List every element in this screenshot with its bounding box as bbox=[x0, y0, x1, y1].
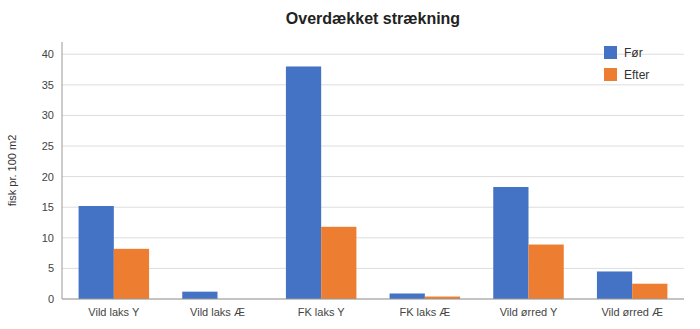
chart: Overdækket strækning fisk pr. 100 m2 0 5 10 1… bbox=[0, 0, 700, 329]
chart-container: Overdækket strækning fisk pr. 100 m2 0 5 10 1… bbox=[0, 0, 700, 329]
bar bbox=[390, 293, 425, 299]
legend-label: Før bbox=[624, 46, 643, 60]
grid-line bbox=[62, 268, 684, 269]
legend-swatch bbox=[604, 46, 617, 59]
legend-swatch bbox=[604, 68, 617, 81]
grid-line bbox=[62, 146, 684, 147]
x-tick-label: FK laks Æ bbox=[399, 306, 450, 318]
y-tick-label: 10 bbox=[42, 232, 54, 244]
legend-label: Efter bbox=[624, 68, 649, 82]
y-tick-label: 20 bbox=[42, 171, 54, 183]
bar bbox=[632, 284, 667, 299]
y-tick-label: 0 bbox=[48, 293, 54, 305]
bar bbox=[182, 292, 217, 299]
legend: Før Efter bbox=[604, 46, 649, 82]
grid-line bbox=[62, 54, 684, 55]
y-tick-label: 30 bbox=[42, 109, 54, 121]
grid-line bbox=[62, 207, 684, 208]
x-tick-label: Vild laks Y bbox=[88, 306, 140, 318]
y-tick-label: 25 bbox=[42, 140, 54, 152]
bar bbox=[493, 187, 528, 299]
y-tick-label: 5 bbox=[48, 262, 54, 274]
bar bbox=[529, 245, 564, 299]
grid-line bbox=[62, 299, 684, 300]
grid-line bbox=[62, 84, 684, 85]
bar bbox=[597, 271, 632, 299]
y-axis-line bbox=[62, 42, 63, 299]
y-tick-label: 15 bbox=[42, 201, 54, 213]
bars bbox=[79, 66, 668, 299]
y-tick-label: 35 bbox=[42, 79, 54, 91]
bar bbox=[286, 66, 321, 299]
x-tick-label: Vild laks Æ bbox=[190, 306, 245, 318]
y-axis: 0 5 10 15 20 25 30 35 40 bbox=[42, 42, 684, 305]
x-axis-line bbox=[62, 299, 684, 300]
bar bbox=[321, 227, 356, 299]
grid-line bbox=[62, 237, 684, 238]
grid-line bbox=[62, 115, 684, 116]
x-tick-label: Vild ørred Y bbox=[500, 306, 558, 318]
y-tick-label: 40 bbox=[42, 48, 54, 60]
bar bbox=[79, 206, 114, 299]
x-tick-label: Vild ørred Æ bbox=[601, 306, 663, 318]
x-axis: Vild laks Y Vild laks Æ FK laks Y FK laks Æ… bbox=[62, 299, 684, 318]
grid-line bbox=[62, 176, 684, 177]
y-axis-label: fisk pr. 100 m2 bbox=[6, 135, 18, 207]
x-tick-label: FK laks Y bbox=[298, 306, 346, 318]
title: Overdækket strækning bbox=[286, 10, 460, 27]
bar bbox=[114, 249, 149, 299]
